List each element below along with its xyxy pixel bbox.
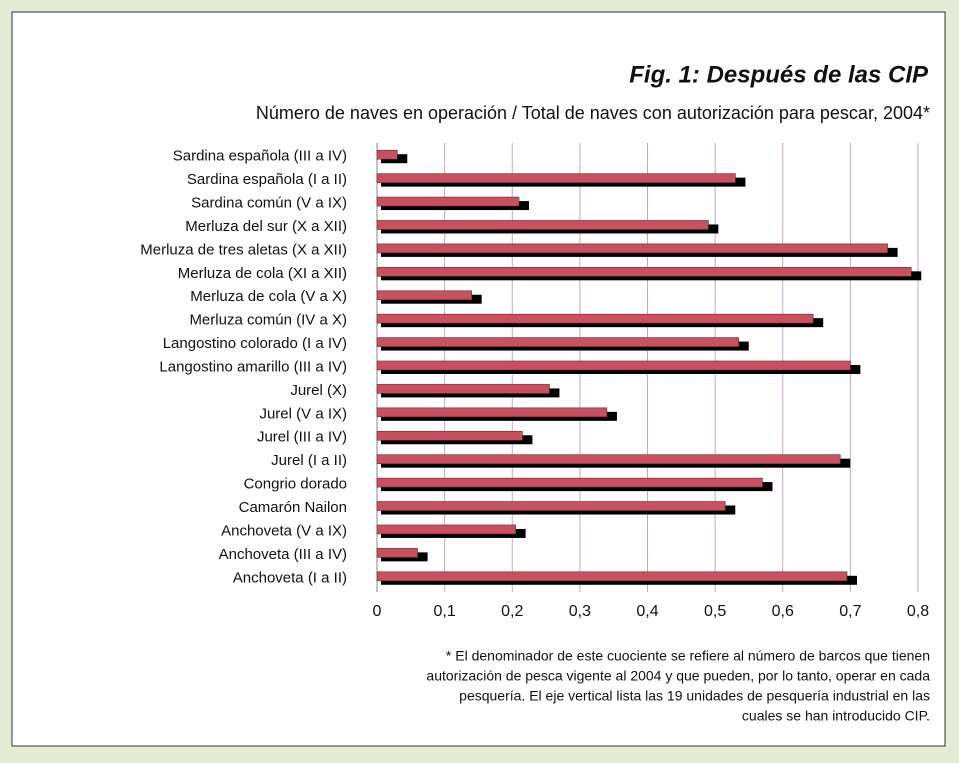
y-tick-label: Jurel (V a IX) [259, 405, 347, 422]
bar [376, 290, 472, 301]
bar [376, 196, 520, 207]
x-tick-label: 0,7 [839, 603, 861, 620]
y-tick-label: Sardina española (I a II) [187, 171, 347, 188]
bar [376, 571, 848, 582]
y-tick-label: Anchoveta (III a IV) [219, 546, 347, 563]
y-tick-label: Merluza común (IV a X) [189, 312, 347, 329]
y-tick-label: Congrio dorado [244, 476, 347, 493]
bar [376, 384, 550, 394]
y-tick-label: Sardina común (V a IX) [191, 195, 347, 212]
bar [376, 524, 516, 535]
y-tick-label: Camarón Nailon [239, 499, 347, 516]
bar [376, 220, 709, 230]
x-tick-label: 0,6 [772, 603, 794, 620]
y-tick-label: Anchoveta (I a II) [233, 569, 347, 586]
bar [376, 337, 740, 347]
footnote: cuales se han introducido CIP. [742, 708, 930, 724]
bar [376, 243, 888, 254]
bar [376, 477, 763, 488]
bar [376, 454, 841, 464]
y-tick-label: Jurel (I a II) [271, 452, 347, 469]
bar [376, 267, 912, 277]
y-tick-label: Merluza de cola (V a X) [190, 288, 347, 305]
y-tick-label: Langostino amarillo (III a IV) [159, 358, 347, 375]
x-tick-label: 0,1 [434, 603, 456, 620]
x-tick-label: 0,2 [501, 603, 523, 620]
x-tick-label: 0,3 [569, 603, 591, 620]
y-tick-label: Jurel (X) [290, 382, 347, 399]
y-tick-label: Merluza del sur (X a XII) [185, 218, 347, 235]
chart-subtitle: Número de naves en operación / Total de … [256, 103, 930, 123]
bar [376, 548, 418, 558]
y-tick-label: Sardina española (III a IV) [173, 148, 347, 165]
bar [376, 313, 814, 324]
bar [376, 173, 736, 183]
bar [376, 501, 726, 511]
chart-title: Fig. 1: Después de las CIP [629, 61, 929, 88]
bar [376, 360, 851, 371]
footnote: * El denominador de este cuociente se re… [446, 648, 930, 664]
y-tick-label: Anchoveta (V a IX) [221, 522, 347, 539]
y-tick-label: Langostino colorado (I a IV) [163, 335, 347, 352]
footnote: autorización de pesca vigente al 2004 y … [426, 668, 930, 684]
y-tick-label: Merluza de tres aletas (X a XII) [140, 241, 347, 258]
bar [376, 407, 608, 418]
x-tick-label: 0,5 [704, 603, 726, 620]
footnote: pesquería. El eje vertical lista las 19 … [459, 688, 930, 704]
y-tick-label: Merluza de cola (XI a XII) [178, 265, 347, 282]
x-tick-label: 0,8 [907, 603, 929, 620]
x-tick-label: 0 [373, 603, 382, 620]
panel [11, 11, 946, 747]
x-tick-label: 0,4 [636, 603, 658, 620]
bar [376, 430, 523, 441]
y-tick-label: Jurel (III a IV) [257, 429, 347, 446]
bar [376, 149, 398, 160]
